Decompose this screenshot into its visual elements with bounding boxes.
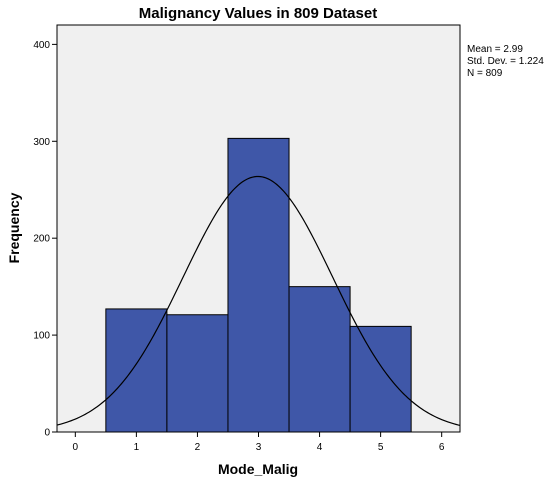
stats-sd: Std. Dev. = 1.224 <box>467 56 544 67</box>
stats-mean: Mean = 2.99 <box>467 44 523 55</box>
bar-2 <box>166 314 229 433</box>
x-axis-label: Mode_Malig <box>218 461 298 477</box>
y-axis: 0 100 200 300 400 <box>33 40 57 439</box>
bar-5 <box>349 325 412 433</box>
y-tick-label: 100 <box>33 331 50 342</box>
x-tick-label: 6 <box>439 442 445 453</box>
x-tick-label: 5 <box>378 442 384 453</box>
normal-curve <box>56 175 461 426</box>
chart-title: Malignancy Values in 809 Dataset <box>139 5 377 22</box>
x-tick-label: 2 <box>195 442 201 453</box>
bar-3 <box>227 137 290 433</box>
stats-n: N = 809 <box>467 68 503 79</box>
x-tick-label: 3 <box>256 442 262 453</box>
x-axis: 0 1 2 3 4 5 6 <box>73 432 445 453</box>
y-tick-label: 400 <box>33 40 50 51</box>
x-tick-label: 0 <box>73 442 79 453</box>
y-tick-label: 200 <box>33 234 50 245</box>
y-tick-label: 0 <box>44 428 50 439</box>
x-tick-label: 1 <box>134 442 140 453</box>
x-tick-label: 4 <box>317 442 323 453</box>
stats-box: Mean = 2.99 Std. Dev. = 1.224 N = 809 <box>467 44 544 79</box>
y-axis-label: Frequency <box>6 192 22 263</box>
y-tick-label: 300 <box>33 137 50 148</box>
bar-4 <box>288 286 351 433</box>
bars-group <box>105 137 412 433</box>
